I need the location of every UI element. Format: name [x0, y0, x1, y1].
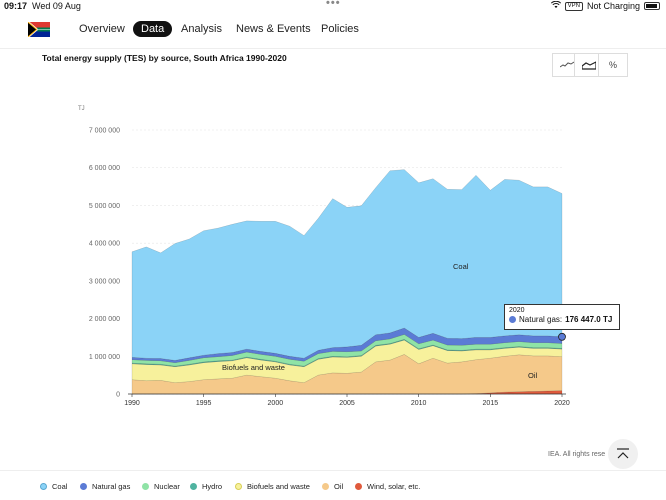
- chart-card: [28, 50, 638, 462]
- percent-toggle[interactable]: %: [598, 53, 628, 77]
- tooltip-label: Natural gas:: [519, 315, 563, 324]
- nav-analysis[interactable]: Analysis: [181, 23, 222, 35]
- status-right: VPN Not Charging: [550, 0, 660, 11]
- chart-legend: Coal Natural gas Nuclear Hydro Biofuels …: [0, 470, 666, 500]
- tooltip-natural-gas-dot: [509, 316, 516, 323]
- legend-label: Biofuels and waste: [247, 482, 310, 491]
- battery-icon: [644, 2, 660, 10]
- multitask-dots-icon[interactable]: •••: [326, 0, 341, 9]
- wifi-icon: [550, 0, 561, 11]
- legend-label: Wind, solar, etc.: [367, 482, 421, 491]
- area-chart-icon: [582, 60, 596, 70]
- legend-label: Hydro: [202, 482, 223, 491]
- tooltip-value: 176 447.0 TJ: [565, 315, 613, 324]
- charging-status: Not Charging: [586, 1, 640, 11]
- nav-news-events[interactable]: News & Events: [236, 23, 311, 35]
- chart-title: Total energy supply (TES) by source, Sou…: [42, 53, 287, 63]
- vpn-badge: VPN: [564, 1, 583, 11]
- percent-label: %: [608, 60, 617, 70]
- line-chart-icon: [560, 61, 574, 68]
- top-nav: Overview Data Analysis News & Events Pol…: [0, 13, 666, 49]
- legend-label: Nuclear: [154, 482, 180, 491]
- status-time: 09:17: [4, 1, 28, 11]
- legend-item-biofuels[interactable]: Biofuels and waste: [235, 482, 310, 491]
- status-date: Wed 09 Aug: [32, 1, 81, 11]
- status-bar: 09:17 Wed 09 Aug ••• VPN Not Charging: [0, 0, 666, 13]
- legend-item-oil[interactable]: Oil: [322, 482, 343, 491]
- nav-data[interactable]: Data: [133, 21, 173, 37]
- legend-item-hydro[interactable]: Hydro: [190, 482, 222, 491]
- legend-label: Natural gas: [92, 482, 131, 491]
- legend-label: Oil: [334, 482, 344, 491]
- nav-overview[interactable]: Overview: [79, 23, 125, 35]
- scroll-to-top-button[interactable]: [608, 439, 638, 469]
- south-africa-flag-icon: [28, 22, 50, 37]
- copyright-note: IEA. All rights rese: [548, 451, 606, 458]
- tooltip-year: 2020: [509, 307, 525, 314]
- legend-label: Coal: [52, 482, 68, 491]
- legend-item-coal[interactable]: Coal: [40, 482, 67, 491]
- legend-item-natural-gas[interactable]: Natural gas: [80, 482, 130, 491]
- chart-tooltip: 2020 Natural gas: 176 447.0 TJ: [504, 304, 620, 330]
- chevron-up-icon: [617, 448, 629, 459]
- legend-item-nuclear[interactable]: Nuclear: [142, 482, 180, 491]
- nav-policies[interactable]: Policies: [321, 23, 359, 35]
- legend-item-wind-solar[interactable]: Wind, solar, etc.: [355, 482, 420, 491]
